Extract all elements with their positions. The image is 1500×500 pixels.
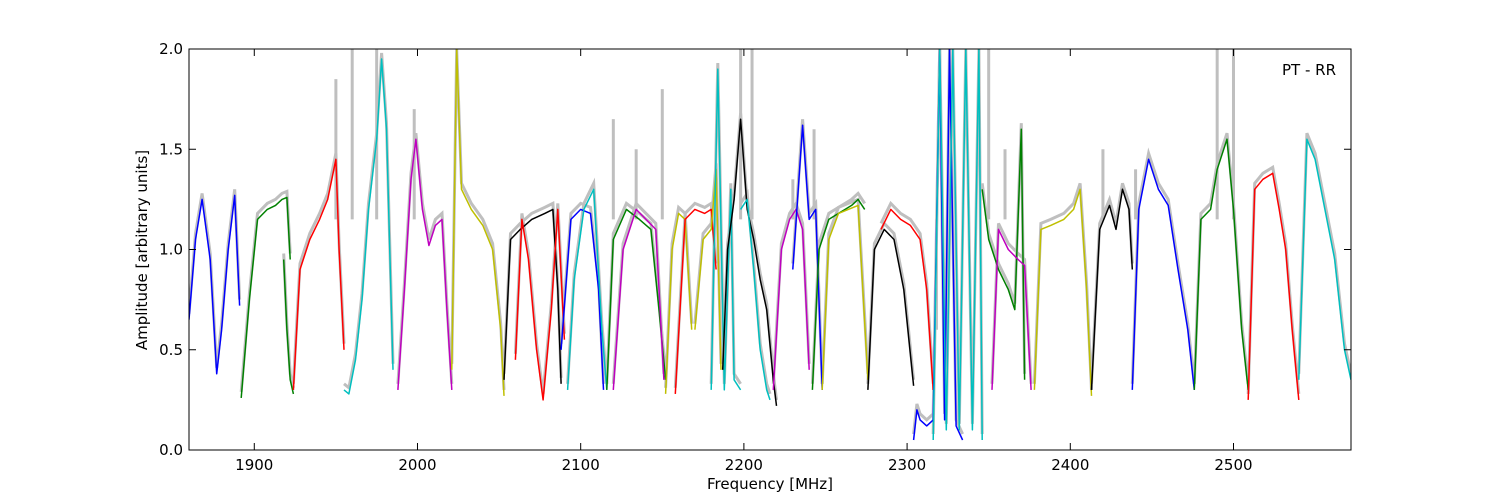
series-line — [503, 208, 562, 384]
y-tick-label: 0.0 — [159, 441, 183, 459]
series-line — [566, 188, 608, 390]
series-line — [1193, 138, 1249, 390]
series-line — [821, 204, 869, 390]
series-line — [867, 228, 915, 390]
series-line — [1033, 188, 1093, 396]
y-tick-label: 1.0 — [159, 241, 183, 259]
background-trace — [980, 123, 1027, 374]
series-group — [189, 49, 1351, 441]
series-line — [343, 58, 394, 395]
x-axis-label: Frequency [MHz] — [707, 475, 833, 493]
series-line — [292, 158, 345, 390]
series-line — [1090, 188, 1134, 390]
series-line — [721, 118, 778, 406]
series-line — [189, 194, 241, 375]
series-line — [739, 198, 771, 401]
y-tick-label: 1.5 — [159, 140, 183, 158]
series-line — [1247, 172, 1300, 400]
x-axis: 1900 2000 2100 2200 2300 2400 2500 — [235, 49, 1253, 474]
x-tick-label: 2300 — [888, 456, 926, 474]
plot-annotation: PT - RR — [1282, 61, 1336, 79]
x-tick-label: 2200 — [725, 456, 763, 474]
x-tick-label: 2500 — [1214, 456, 1252, 474]
series-line — [612, 208, 665, 390]
x-tick-label: 2400 — [1051, 456, 1089, 474]
y-axis-label: Amplitude [arbitrary units] — [133, 150, 151, 350]
series-line — [240, 196, 291, 398]
series-line — [397, 138, 453, 390]
series-line — [664, 212, 693, 394]
series-line — [710, 68, 742, 391]
plot-area — [189, 49, 1351, 450]
series-line — [772, 208, 810, 390]
x-tick-label: 1900 — [235, 456, 273, 474]
series-line — [694, 168, 722, 370]
series-line — [1131, 158, 1196, 390]
x-tick-label: 2000 — [398, 456, 436, 474]
x-tick-label: 2100 — [562, 456, 600, 474]
y-tick-label: 0.5 — [159, 341, 183, 359]
background-trace — [1130, 147, 1196, 384]
series-line — [880, 208, 934, 390]
series-line — [282, 259, 295, 395]
series-line — [451, 49, 505, 396]
series-line — [560, 208, 605, 390]
series-line — [932, 49, 983, 441]
background-trace — [1090, 182, 1134, 384]
series-line — [981, 128, 1026, 380]
series-line — [514, 208, 566, 401]
y-axis: 0.0 0.5 1.0 1.5 2.0 — [159, 40, 1351, 459]
series-line — [606, 208, 667, 390]
background-trace — [879, 200, 935, 384]
series-line — [991, 228, 1032, 390]
y-tick-label: 2.0 — [159, 40, 183, 58]
